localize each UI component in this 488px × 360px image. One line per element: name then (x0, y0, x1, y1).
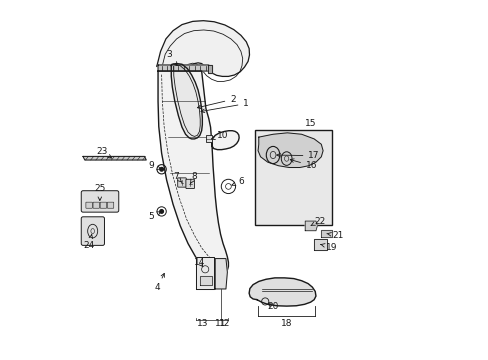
Polygon shape (215, 258, 227, 289)
Text: 24: 24 (83, 235, 95, 249)
Bar (205, 135, 212, 143)
Text: 12: 12 (219, 319, 230, 328)
Text: 4: 4 (154, 273, 164, 292)
Polygon shape (83, 157, 146, 160)
Polygon shape (196, 257, 214, 289)
Text: 6: 6 (231, 177, 244, 186)
Polygon shape (313, 239, 326, 249)
Polygon shape (158, 71, 239, 275)
Text: 25: 25 (94, 184, 105, 201)
Polygon shape (248, 278, 315, 306)
FancyBboxPatch shape (107, 202, 114, 208)
Polygon shape (171, 64, 202, 139)
Text: 2: 2 (197, 95, 235, 109)
Circle shape (160, 167, 163, 171)
Text: 14: 14 (194, 258, 205, 267)
FancyBboxPatch shape (81, 191, 119, 212)
FancyBboxPatch shape (93, 202, 99, 208)
Text: 1: 1 (201, 99, 249, 113)
Text: 23: 23 (96, 147, 111, 158)
Text: 21: 21 (326, 231, 343, 240)
Circle shape (160, 210, 163, 213)
Text: 18: 18 (280, 319, 291, 328)
Polygon shape (321, 230, 331, 237)
FancyBboxPatch shape (86, 202, 92, 208)
Text: 20: 20 (267, 302, 278, 311)
FancyBboxPatch shape (100, 202, 106, 208)
FancyBboxPatch shape (177, 178, 186, 187)
Text: 8: 8 (190, 172, 197, 184)
Text: 15: 15 (304, 119, 316, 128)
Text: 5: 5 (148, 212, 161, 221)
Text: 11: 11 (214, 319, 226, 328)
Polygon shape (200, 276, 211, 285)
FancyBboxPatch shape (81, 217, 104, 246)
Bar (255, 130, 331, 225)
Polygon shape (305, 221, 317, 231)
Text: 16: 16 (290, 159, 317, 170)
Polygon shape (258, 133, 323, 167)
Text: 9: 9 (148, 161, 161, 170)
Text: 13: 13 (197, 319, 208, 328)
Text: 17: 17 (276, 151, 319, 160)
FancyBboxPatch shape (185, 179, 194, 189)
Text: 3: 3 (165, 50, 177, 66)
Polygon shape (158, 65, 211, 71)
Polygon shape (157, 21, 249, 76)
Text: 22: 22 (310, 217, 325, 226)
Text: 10: 10 (211, 131, 228, 140)
Text: 19: 19 (320, 243, 337, 252)
Polygon shape (207, 65, 211, 73)
Text: 7: 7 (173, 172, 181, 182)
